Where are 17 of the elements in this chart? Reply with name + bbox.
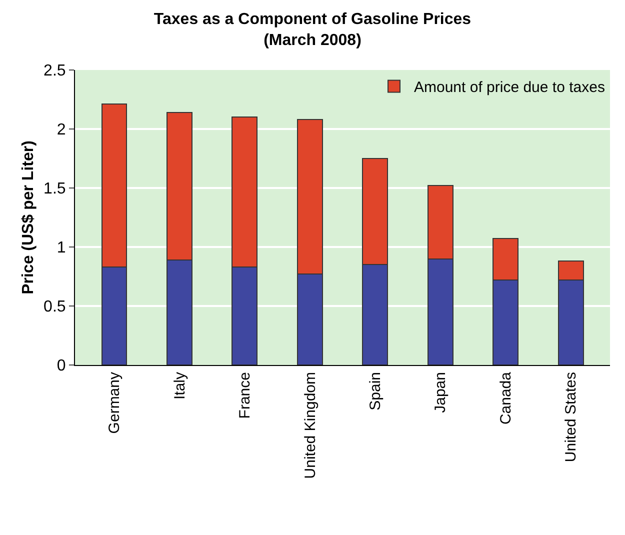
legend-label: Amount of price due to taxes bbox=[414, 79, 605, 96]
y-axis-title: Price (US$ per Liter) bbox=[20, 140, 37, 294]
y-tick-label: 0 bbox=[56, 358, 66, 375]
y-tick-label: 2.5 bbox=[44, 62, 66, 80]
y-tick-label: 1.5 bbox=[44, 180, 66, 198]
x-tick-label: France bbox=[236, 372, 254, 419]
x-tick-label: United States bbox=[562, 372, 580, 462]
y-tick-label: 1 bbox=[56, 240, 66, 257]
x-tick-label: Germany bbox=[106, 372, 124, 434]
x-tick-label: Canada bbox=[497, 371, 514, 425]
x-tick-label: Italy bbox=[171, 372, 188, 400]
x-tick-label: United Kingdom bbox=[302, 372, 319, 479]
y-tick-label: 2 bbox=[56, 122, 66, 139]
x-tick-label: Japan bbox=[432, 372, 450, 413]
x-tick-label: Spain bbox=[366, 372, 384, 410]
y-tick-label: 0.5 bbox=[44, 298, 66, 316]
chart-title: Taxes as a Component of Gasoline Prices (March 2008) bbox=[154, 11, 472, 49]
